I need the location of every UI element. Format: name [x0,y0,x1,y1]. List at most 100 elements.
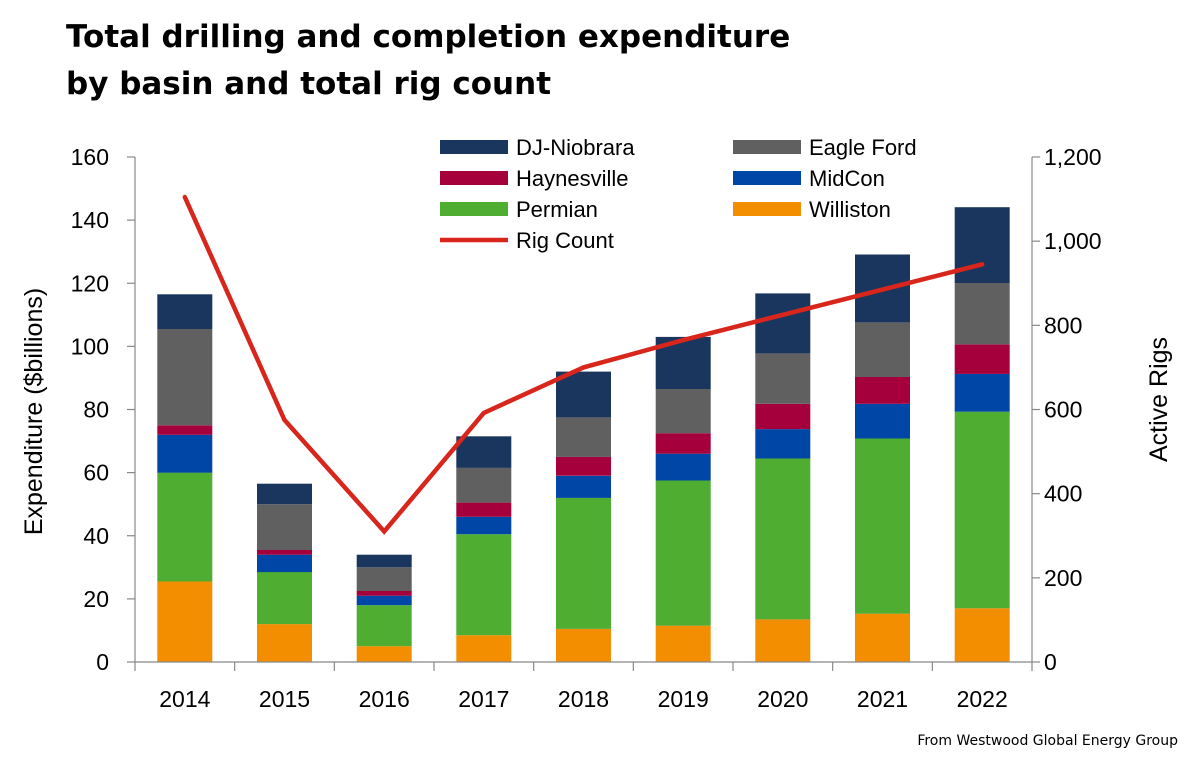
bar-haynesville-2019 [655,433,711,454]
bar-permian-2017 [456,534,512,636]
y2-tick-label: 1,200 [1044,144,1102,170]
x-tick-label: 2017 [458,686,509,712]
bars-layer [157,207,1010,662]
x-tick-label: 2019 [658,686,709,712]
bar-midcon-2020 [755,429,811,459]
legend-swatch-williston [733,202,801,216]
rig-count-point-2015 [282,417,287,423]
bar-haynesville-2021 [855,377,910,404]
x-tick-label: 2014 [159,686,210,712]
chart-title: Total drilling and completion expenditur… [66,14,1066,108]
rig-count-point-2016 [382,529,387,534]
bar-midcon-2019 [655,453,711,481]
y-tick-label: 40 [83,523,109,549]
bar-dj-niobrara-2017 [456,436,512,468]
y-tick-label: 20 [83,586,109,612]
bar-dj-niobrara-2015 [257,483,312,505]
y2-tick-label: 800 [1044,312,1082,338]
bar-midcon-2015 [257,554,312,573]
x-tick-label: 2018 [558,686,609,712]
legend-label-williston: Williston [809,197,891,222]
bar-dj-niobrara-2016 [356,554,412,568]
bar-permian-2022 [954,411,1010,609]
bar-midcon-2016 [356,595,412,606]
axes-layer: 0 20 40 60 80 100 120 140 160 0 200 400 600 800 1,000 1… [20,144,1173,712]
legend-label-haynesville: Haynesville [516,166,629,191]
y-tick-label: 60 [83,460,109,486]
y-tick-label: 80 [83,397,109,423]
bar-haynesville-2017 [456,502,512,517]
bar-permian-2014 [157,472,213,582]
bar-eagle-ford-2015 [257,504,312,550]
bar-williston-2021 [855,613,910,662]
y-tick-label: 160 [71,144,109,170]
bar-eagle-ford-2020 [755,353,811,404]
bar-midcon-2022 [954,373,1010,412]
legend-swatch-haynesville [440,171,508,185]
x-tick-label: 2022 [957,686,1008,712]
y2-tick-label: 1,000 [1044,228,1102,254]
bar-midcon-2017 [456,516,512,535]
bar-haynesville-2020 [755,403,811,430]
bar-eagle-ford-2019 [655,389,711,434]
y2-tick-label: 200 [1044,565,1082,591]
legend-swatch-permian [440,202,508,216]
source-note: From Westwood Global Energy Group [917,733,1178,749]
bar-williston-2018 [556,628,611,662]
rig-count-point-2020 [780,312,785,317]
legend-swatch-dj-niobrara [440,140,508,154]
bar-williston-2022 [954,608,1010,662]
x-tick-label: 2015 [259,686,310,712]
y-tick-label: 0 [96,649,109,675]
bar-haynesville-2016 [356,591,412,596]
bar-williston-2020 [755,619,811,662]
legend-label-eagle-ford: Eagle Ford [809,135,917,160]
bar-permian-2019 [655,480,711,626]
y2-tick-label: 600 [1044,397,1082,423]
bar-williston-2019 [655,625,711,662]
legend-swatch-eagle-ford [733,140,801,154]
x-tick-label: 2016 [359,686,410,712]
x-tick-label: 2020 [757,686,808,712]
y-axis-title: Expenditure ($billions) [20,288,48,535]
bar-dj-niobrara-2018 [556,371,611,418]
bar-permian-2015 [257,572,312,625]
rig-count-point-2017 [481,410,486,416]
y2-tick-label: 0 [1044,649,1057,675]
bar-eagle-ford-2016 [356,567,412,591]
bar-midcon-2014 [157,434,213,473]
bar-williston-2017 [456,635,512,662]
bar-eagle-ford-2022 [954,282,1010,345]
legend-label-dj-niobrara: DJ-Niobrara [516,135,635,160]
rig-count-point-2018 [581,365,586,370]
rig-count-point-2019 [681,337,686,343]
legend-swatch-midcon [733,171,801,185]
legend-label-rig-count: Rig Count [516,228,614,253]
bar-haynesville-2014 [157,425,213,435]
legend-label-permian: Permian [516,197,598,222]
y2-axis-title: Active Rigs [1145,337,1173,462]
bar-permian-2021 [855,438,910,614]
bar-williston-2016 [356,646,412,662]
rig-count-point-2014 [182,194,187,200]
bar-dj-niobrara-2022 [954,207,1010,283]
bar-eagle-ford-2018 [556,417,611,457]
rig-count-line-layer [182,194,985,535]
bar-permian-2018 [556,497,611,629]
bar-midcon-2018 [556,475,611,498]
bar-permian-2020 [755,458,811,620]
bar-midcon-2021 [855,403,910,439]
bar-permian-2016 [356,605,412,647]
bar-haynesville-2018 [556,456,611,476]
x-tick-label: 2021 [857,686,908,712]
bar-williston-2014 [157,581,213,662]
bar-eagle-ford-2017 [456,467,512,503]
rig-count-point-2022 [980,262,985,267]
legend-label-midcon: MidCon [809,166,885,191]
rig-count-point-2021 [880,287,885,292]
y-tick-label: 140 [71,207,109,233]
bar-williston-2015 [257,624,312,662]
bar-eagle-ford-2021 [855,322,910,377]
y-tick-label: 120 [71,270,109,296]
